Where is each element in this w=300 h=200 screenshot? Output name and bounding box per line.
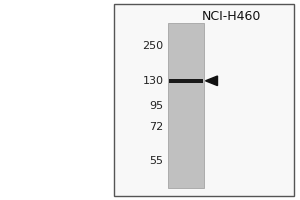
Text: 95: 95 <box>149 101 164 111</box>
Polygon shape <box>206 76 218 86</box>
Text: 55: 55 <box>149 156 164 166</box>
Text: 72: 72 <box>149 122 164 132</box>
Bar <box>114 4 294 196</box>
Text: 130: 130 <box>142 76 164 86</box>
Bar <box>169 79 203 83</box>
Bar <box>168 23 204 188</box>
Text: 250: 250 <box>142 41 164 51</box>
Text: NCI-H460: NCI-H460 <box>201 10 261 23</box>
